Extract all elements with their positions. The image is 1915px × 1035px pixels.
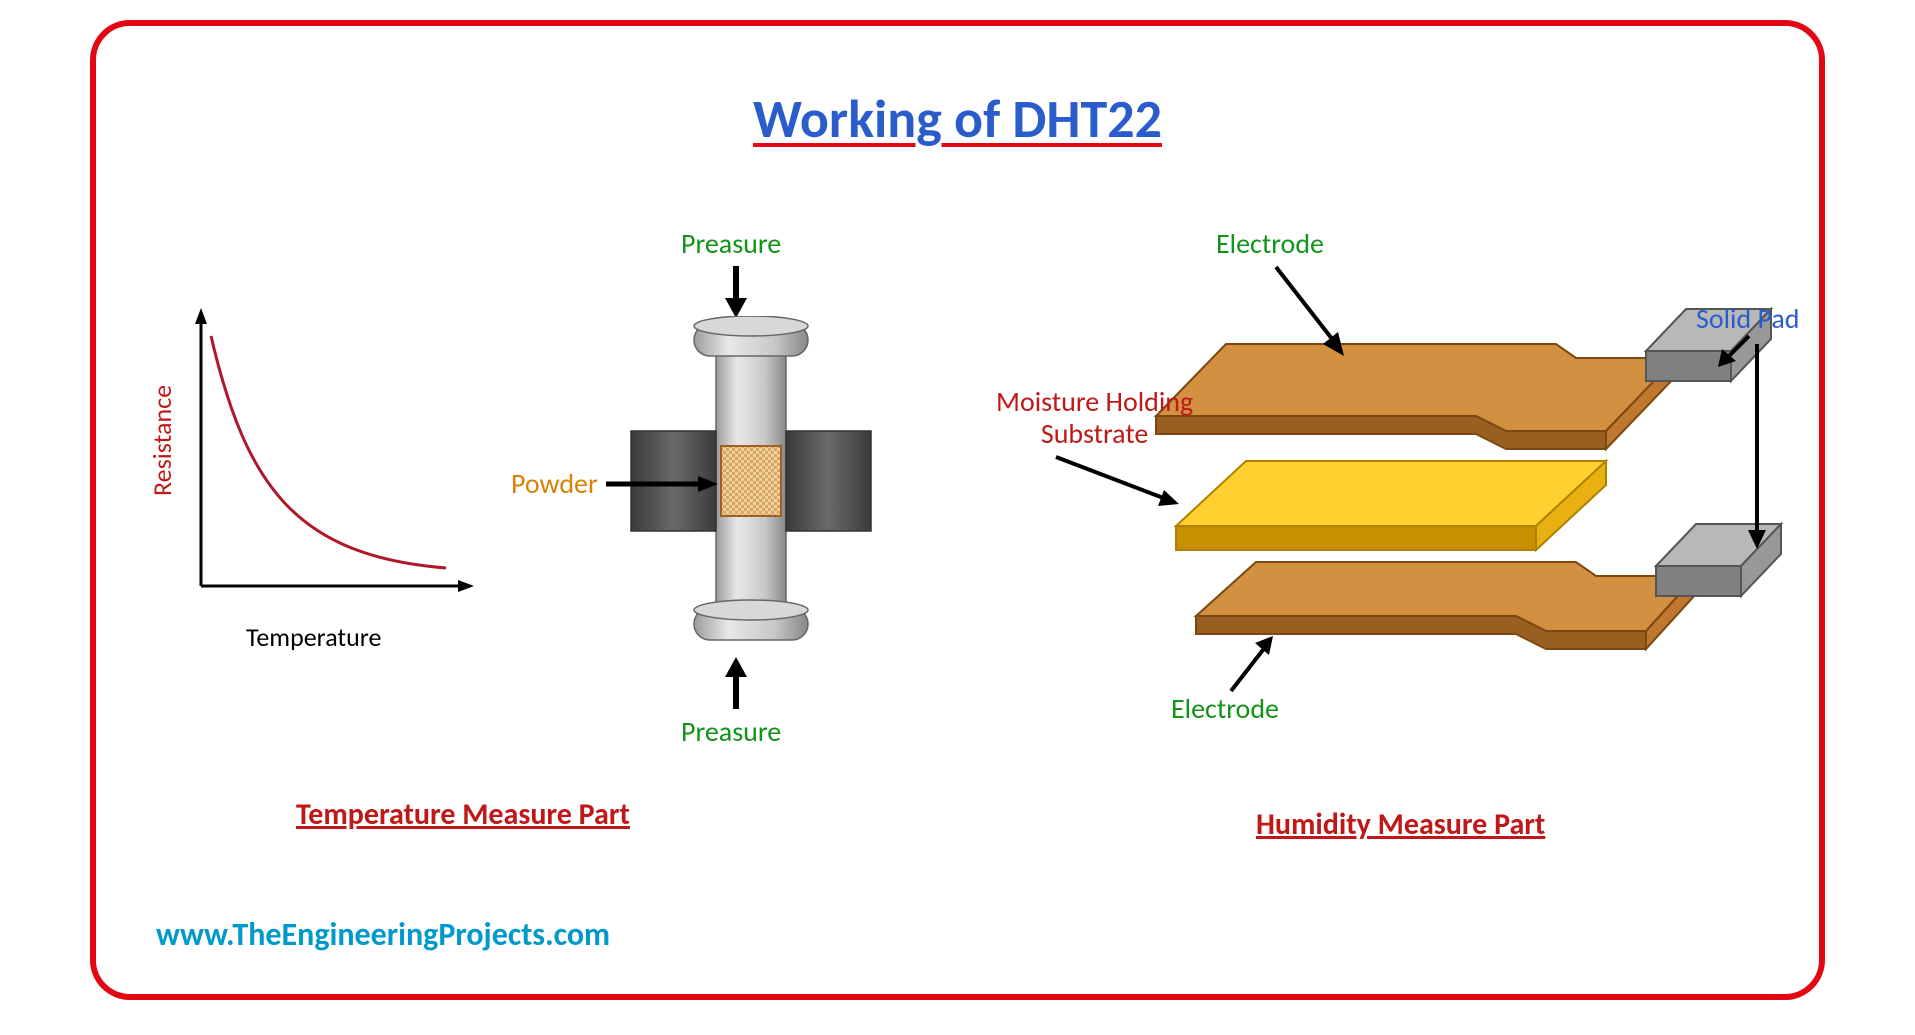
graph-y-axis-label: Resistance [146,385,178,496]
electrode-bottom-label: Electrode [1171,691,1279,726]
humidity-section-label: Humidity Measure Part [1256,806,1545,843]
electrode-top-label: Electrode [1216,226,1324,261]
diagram-frame: Working of DHT22 Resistance Temperature … [90,20,1825,1000]
powder-label: Powder [511,466,598,501]
pressure-top-label: Preasure [681,226,781,261]
electrode-top-arrow [1266,264,1356,364]
pressure-top-arrow [721,266,751,321]
graph-x-axis-label: Temperature [246,621,381,653]
resistance-temperature-graph [156,306,486,616]
pressure-bottom-label: Preasure [681,714,781,749]
main-title: Working of DHT22 [753,86,1162,152]
substrate-arrow [1051,454,1191,514]
temperature-section-label: Temperature Measure Part [296,796,630,833]
electrode-bottom-arrow [1221,631,1281,696]
top-electrode-shape [1156,309,1771,449]
website-watermark: www.TheEngineeringProjects.com [156,915,610,954]
pressure-bottom-arrow [721,654,751,709]
powder-arrow [606,474,721,494]
substrate-shape [1176,461,1606,550]
substrate-label-text: Moisture Holding Substrate [996,384,1193,451]
substrate-label: Moisture Holding Substrate [996,386,1193,450]
solid-pad-arrow-bottom [1732,344,1772,554]
